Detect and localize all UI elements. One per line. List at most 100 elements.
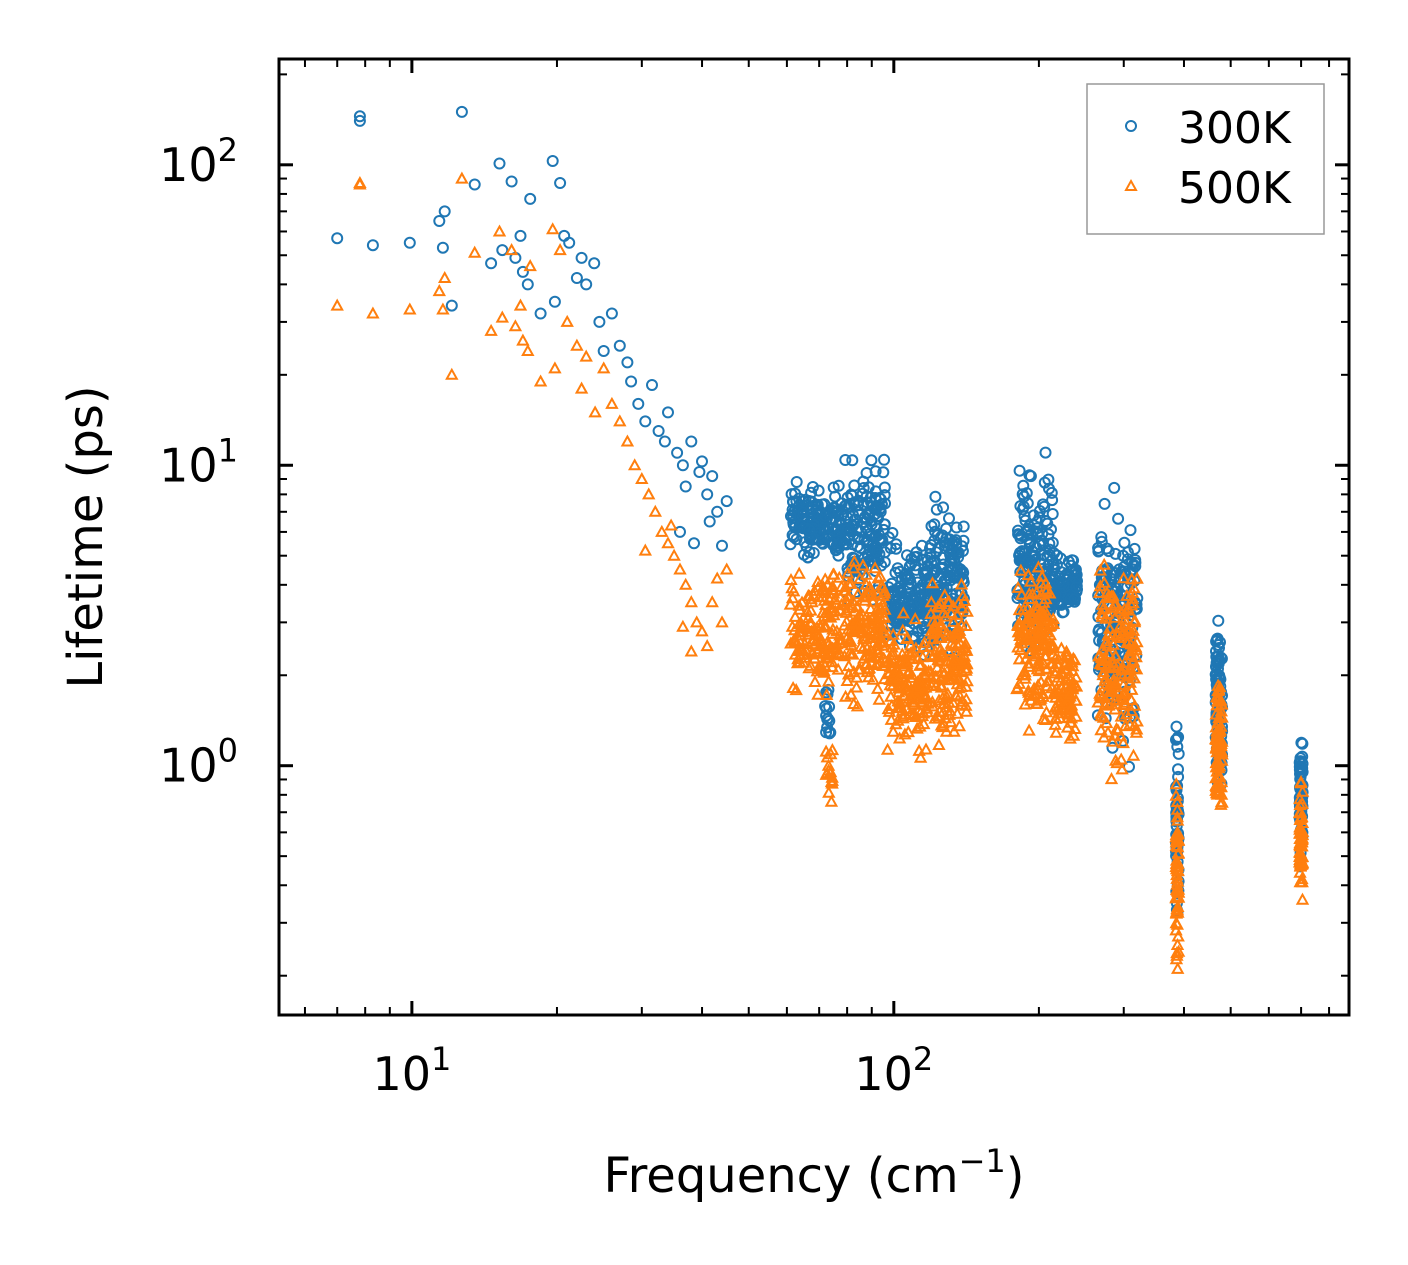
point-500k-1125 bbox=[1129, 650, 1143, 663]
point-500k-1181 bbox=[1169, 890, 1183, 903]
point-500k-161 bbox=[824, 610, 838, 623]
point-500k-470 bbox=[884, 651, 898, 664]
legend-label-300k: 300K bbox=[1178, 103, 1292, 154]
point-500k-500 bbox=[898, 727, 912, 740]
point-500k-1124 bbox=[1108, 598, 1122, 611]
point-500k-1103 bbox=[1109, 649, 1123, 662]
point-500k-682 bbox=[942, 595, 956, 608]
point-500k-1302 bbox=[1295, 892, 1310, 905]
point-300k-624 bbox=[957, 534, 970, 547]
point-500k-1105 bbox=[1118, 655, 1132, 668]
point-500k-170 bbox=[820, 577, 834, 590]
point-500k-856 bbox=[1034, 675, 1048, 688]
point-500k-213 bbox=[792, 602, 807, 615]
point-500k-518 bbox=[893, 656, 907, 669]
point-500k-4 bbox=[403, 302, 417, 315]
point-500k-972 bbox=[1115, 762, 1129, 775]
point-500k-1047 bbox=[1093, 563, 1107, 576]
point-300k-378 bbox=[890, 542, 903, 555]
point-500k-236 bbox=[837, 649, 852, 662]
point-500k-692 bbox=[825, 776, 839, 789]
point-300k-794 bbox=[1013, 554, 1026, 567]
point-500k-762 bbox=[1018, 668, 1032, 681]
point-500k-39 bbox=[667, 548, 681, 561]
point-500k-953 bbox=[1048, 684, 1062, 697]
point-500k-504 bbox=[917, 687, 932, 700]
point-300k-45 bbox=[685, 435, 698, 448]
point-300k-209 bbox=[806, 481, 819, 493]
point-300k-36 bbox=[632, 397, 645, 410]
point-500k-1330 bbox=[1294, 775, 1308, 788]
point-300k-1337 bbox=[1294, 755, 1307, 768]
point-300k-643 bbox=[950, 565, 963, 577]
point-500k-9 bbox=[455, 171, 469, 184]
point-300k-195 bbox=[828, 525, 841, 538]
point-300k-1163 bbox=[1170, 733, 1182, 746]
point-500k-47 bbox=[710, 571, 724, 584]
point-500k-1121 bbox=[1126, 623, 1141, 636]
point-500k-545 bbox=[932, 737, 946, 750]
point-500k-81 bbox=[810, 627, 824, 640]
point-500k-517 bbox=[886, 627, 900, 640]
point-500k-522 bbox=[909, 681, 924, 694]
point-500k-681 bbox=[935, 664, 949, 677]
point-300k-1085 bbox=[1108, 481, 1121, 494]
point-300k-165 bbox=[827, 481, 840, 494]
point-500k-675 bbox=[933, 672, 948, 685]
point-500k-356 bbox=[864, 643, 878, 656]
point-500k-1259 bbox=[1211, 786, 1226, 799]
point-300k-657 bbox=[930, 503, 943, 516]
point-500k-678 bbox=[948, 653, 962, 666]
point-500k-298 bbox=[877, 586, 892, 599]
point-500k-667 bbox=[943, 629, 958, 642]
point-500k-957 bbox=[1065, 655, 1079, 668]
point-300k-361 bbox=[877, 466, 890, 479]
y-tick-label-1: 101 bbox=[159, 431, 238, 492]
point-300k-518 bbox=[898, 594, 911, 606]
point-500k-134 bbox=[789, 683, 803, 696]
point-500k-1122 bbox=[1111, 693, 1126, 706]
point-300k-654 bbox=[923, 578, 936, 591]
point-300k-490 bbox=[893, 580, 906, 593]
point-500k-151 bbox=[816, 589, 830, 602]
point-300k-954 bbox=[1070, 581, 1083, 594]
point-500k-920 bbox=[1059, 644, 1074, 657]
point-500k-813 bbox=[1039, 592, 1053, 605]
point-500k-1271 bbox=[1210, 728, 1224, 741]
y-tick-label-0: 100 bbox=[159, 732, 238, 793]
point-300k-32 bbox=[605, 307, 618, 320]
point-500k-1046 bbox=[1113, 729, 1128, 742]
point-300k-670 bbox=[936, 562, 949, 575]
point-500k-859 bbox=[1011, 625, 1025, 638]
point-300k-31 bbox=[597, 345, 610, 357]
point-500k-1012 bbox=[1105, 600, 1120, 613]
point-300k-666 bbox=[925, 556, 938, 569]
point-300k-35 bbox=[625, 375, 638, 388]
point-300k-207 bbox=[797, 506, 810, 519]
point-500k-964 bbox=[1104, 772, 1119, 785]
point-500k-461 bbox=[914, 657, 928, 670]
point-500k-22 bbox=[548, 361, 562, 374]
point-500k-373 bbox=[871, 615, 885, 628]
point-500k-633 bbox=[954, 679, 969, 692]
point-500k-641 bbox=[959, 692, 973, 705]
point-500k-1097 bbox=[1118, 719, 1133, 732]
point-300k-365 bbox=[858, 533, 871, 546]
point-500k-364 bbox=[839, 595, 854, 608]
point-500k-38 bbox=[661, 536, 675, 549]
point-300k-47 bbox=[696, 455, 708, 468]
point-300k-215 bbox=[803, 523, 816, 536]
point-500k-18 bbox=[521, 343, 535, 356]
point-500k-313 bbox=[844, 687, 858, 700]
point-500k-956 bbox=[1068, 678, 1082, 691]
point-500k-501 bbox=[916, 639, 931, 652]
point-500k-1182 bbox=[1170, 794, 1184, 807]
point-500k-199 bbox=[785, 581, 799, 594]
point-500k-951 bbox=[1064, 701, 1078, 714]
point-500k-654 bbox=[950, 677, 964, 690]
point-500k-1119 bbox=[1095, 658, 1110, 671]
point-500k-1118 bbox=[1099, 611, 1113, 624]
point-500k-837 bbox=[1045, 617, 1059, 630]
point-500k-5 bbox=[432, 284, 446, 297]
point-300k-353 bbox=[878, 453, 891, 466]
